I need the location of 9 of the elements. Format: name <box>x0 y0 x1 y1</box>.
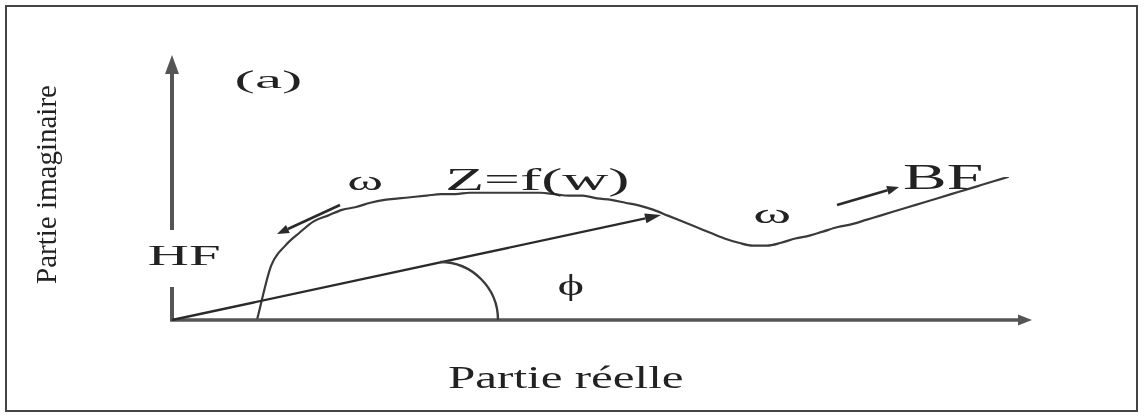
y-axis-title: Partie imaginaire <box>29 84 62 284</box>
x-axis-title: Partie réelle <box>448 359 684 395</box>
annotation: HF <box>147 238 221 271</box>
annotation: ω <box>347 165 384 196</box>
annotation: Z=f(w) <box>444 161 630 197</box>
text: (a) <box>234 65 302 94</box>
annotation: BF <box>902 157 984 197</box>
annotation: ω <box>753 198 792 229</box>
annotation: ϕ <box>557 268 585 301</box>
